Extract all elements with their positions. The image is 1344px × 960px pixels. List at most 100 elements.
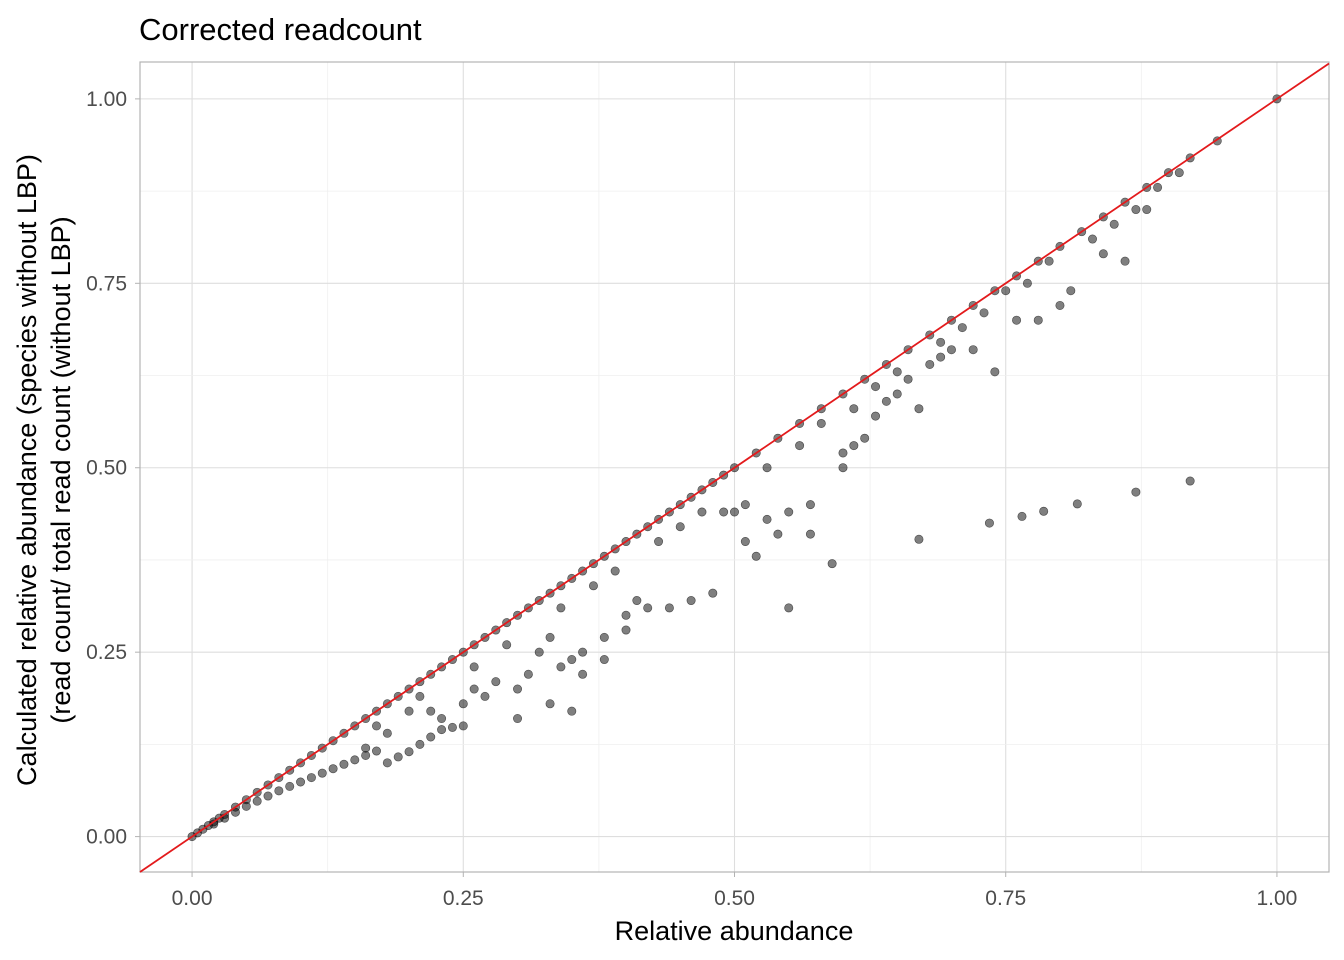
- data-point: [1017, 511, 1027, 521]
- y-axis-ticks: 0.00 0.25 0.50 0.75 1.00: [86, 88, 140, 849]
- data-point: [458, 721, 468, 731]
- identity-reference-line: [139, 62, 1330, 873]
- x-axis-ticks: 0.00 0.25 0.50 0.75 1.00: [172, 872, 1297, 910]
- data-point: [350, 755, 360, 765]
- data-point: [296, 777, 306, 787]
- data-point: [827, 559, 837, 569]
- data-point: [1120, 256, 1130, 266]
- data-point: [751, 551, 761, 561]
- data-point: [892, 389, 902, 399]
- data-point: [588, 581, 598, 591]
- data-point: [740, 537, 750, 547]
- data-point: [437, 714, 447, 724]
- data-point: [762, 463, 772, 473]
- data-point: [1039, 506, 1049, 516]
- x-tick-label: 1.00: [1256, 887, 1297, 910]
- data-point: [957, 323, 967, 333]
- data-point: [556, 662, 566, 672]
- data-point: [1001, 286, 1011, 296]
- data-point: [447, 722, 457, 732]
- data-point: [1044, 256, 1054, 266]
- data-point: [469, 684, 479, 694]
- data-point: [914, 534, 924, 544]
- data-point: [816, 418, 826, 428]
- data-point: [371, 721, 381, 731]
- data-point: [990, 367, 1000, 377]
- data-point: [773, 529, 783, 539]
- x-tick-label: 0.25: [443, 887, 484, 910]
- data-point: [784, 507, 794, 517]
- data-point: [458, 699, 468, 709]
- data-point: [1033, 315, 1043, 325]
- data-point: [393, 752, 403, 762]
- data-point: [426, 706, 436, 716]
- data-point: [1185, 476, 1195, 486]
- data-point: [404, 706, 414, 716]
- data-point: [881, 396, 891, 406]
- data-point: [285, 781, 295, 791]
- data-point: [643, 603, 653, 613]
- data-point: [545, 632, 555, 642]
- data-point: [241, 801, 251, 811]
- data-point: [545, 699, 555, 709]
- data-point: [523, 669, 533, 679]
- y-tick-label: 0.25: [86, 641, 127, 664]
- data-point: [664, 603, 674, 613]
- data-point: [632, 596, 642, 606]
- data-point: [686, 596, 696, 606]
- data-point: [599, 655, 609, 665]
- data-point: [849, 441, 859, 451]
- data-point: [1088, 234, 1098, 244]
- data-point: [252, 796, 262, 806]
- data-point: [404, 747, 414, 757]
- data-point: [1109, 219, 1119, 229]
- data-point: [903, 374, 913, 384]
- data-point: [1022, 278, 1032, 288]
- data-point: [946, 345, 956, 355]
- data-point: [697, 507, 707, 517]
- data-point: [892, 367, 902, 377]
- data-point: [849, 404, 859, 414]
- data-point: [838, 448, 848, 458]
- data-point: [415, 691, 425, 701]
- data-point: [838, 463, 848, 473]
- y-tick-label: 0.00: [86, 826, 127, 849]
- y-axis-title-line-2: (read count/ total read count (without L…: [46, 216, 76, 723]
- data-point: [274, 786, 284, 796]
- data-point: [729, 507, 739, 517]
- data-point: [621, 610, 631, 620]
- data-point: [1174, 168, 1184, 178]
- data-point: [871, 411, 881, 421]
- data-point: [469, 662, 479, 672]
- data-point: [567, 655, 577, 665]
- data-point: [513, 714, 523, 724]
- data-point: [925, 359, 935, 369]
- x-axis-title: Relative abundance: [615, 916, 854, 946]
- data-point: [984, 518, 994, 528]
- data-point: [805, 500, 815, 510]
- data-point: [491, 677, 501, 687]
- data-point: [328, 764, 338, 774]
- data-point: [1153, 182, 1163, 192]
- y-tick-label: 0.50: [86, 457, 127, 480]
- data-point: [654, 537, 664, 547]
- x-tick-label: 0.00: [172, 887, 213, 910]
- data-point: [1098, 249, 1108, 259]
- data-point: [914, 404, 924, 414]
- data-point: [567, 706, 577, 716]
- data-point: [578, 647, 588, 657]
- data-point: [1066, 286, 1076, 296]
- data-point: [936, 337, 946, 347]
- data-point: [795, 441, 805, 451]
- data-point: [784, 603, 794, 613]
- data-point: [621, 625, 631, 635]
- data-point: [1131, 205, 1141, 215]
- data-point: [502, 640, 512, 650]
- x-tick-label: 0.75: [985, 887, 1026, 910]
- data-point: [675, 522, 685, 532]
- data-point: [599, 632, 609, 642]
- data-point: [805, 529, 815, 539]
- data-point: [708, 588, 718, 598]
- data-point: [437, 725, 447, 735]
